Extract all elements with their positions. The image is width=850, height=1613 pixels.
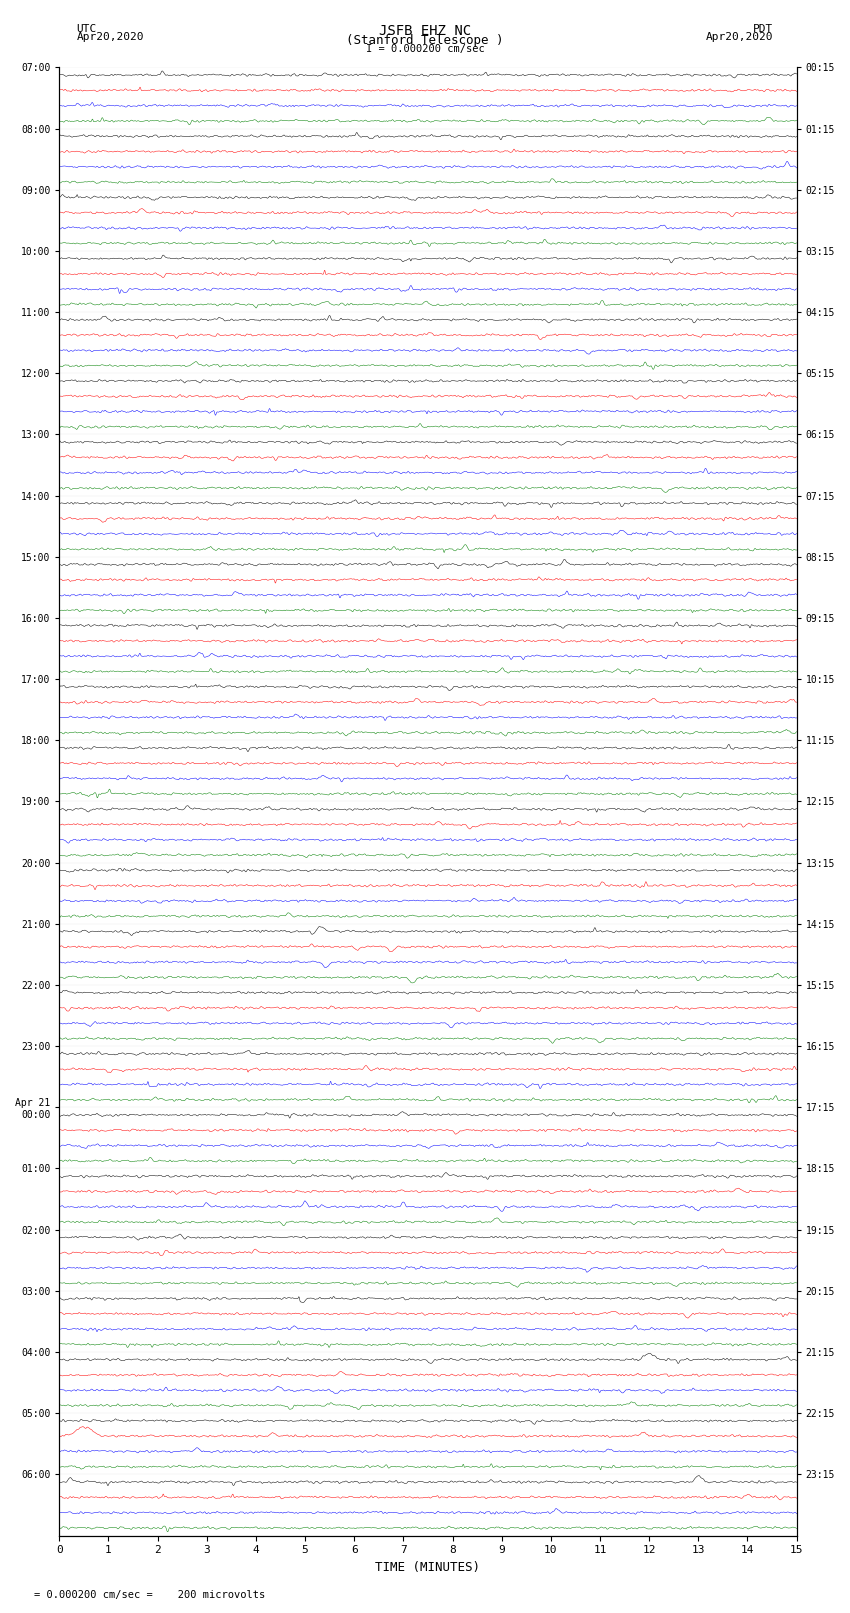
- Text: = 0.000200 cm/sec =    200 microvolts: = 0.000200 cm/sec = 200 microvolts: [34, 1590, 265, 1600]
- Text: PDT: PDT: [753, 24, 774, 34]
- Text: Apr20,2020: Apr20,2020: [706, 32, 774, 42]
- Text: JSFB EHZ NC: JSFB EHZ NC: [379, 24, 471, 39]
- Text: I = 0.000200 cm/sec: I = 0.000200 cm/sec: [366, 44, 484, 53]
- Text: UTC: UTC: [76, 24, 97, 34]
- X-axis label: TIME (MINUTES): TIME (MINUTES): [376, 1561, 480, 1574]
- Text: (Stanford Telescope ): (Stanford Telescope ): [346, 34, 504, 47]
- Text: Apr20,2020: Apr20,2020: [76, 32, 144, 42]
